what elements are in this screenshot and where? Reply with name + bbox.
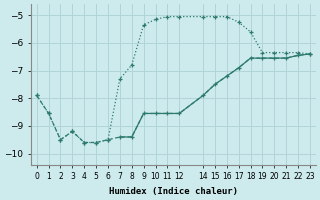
X-axis label: Humidex (Indice chaleur): Humidex (Indice chaleur): [109, 187, 238, 196]
